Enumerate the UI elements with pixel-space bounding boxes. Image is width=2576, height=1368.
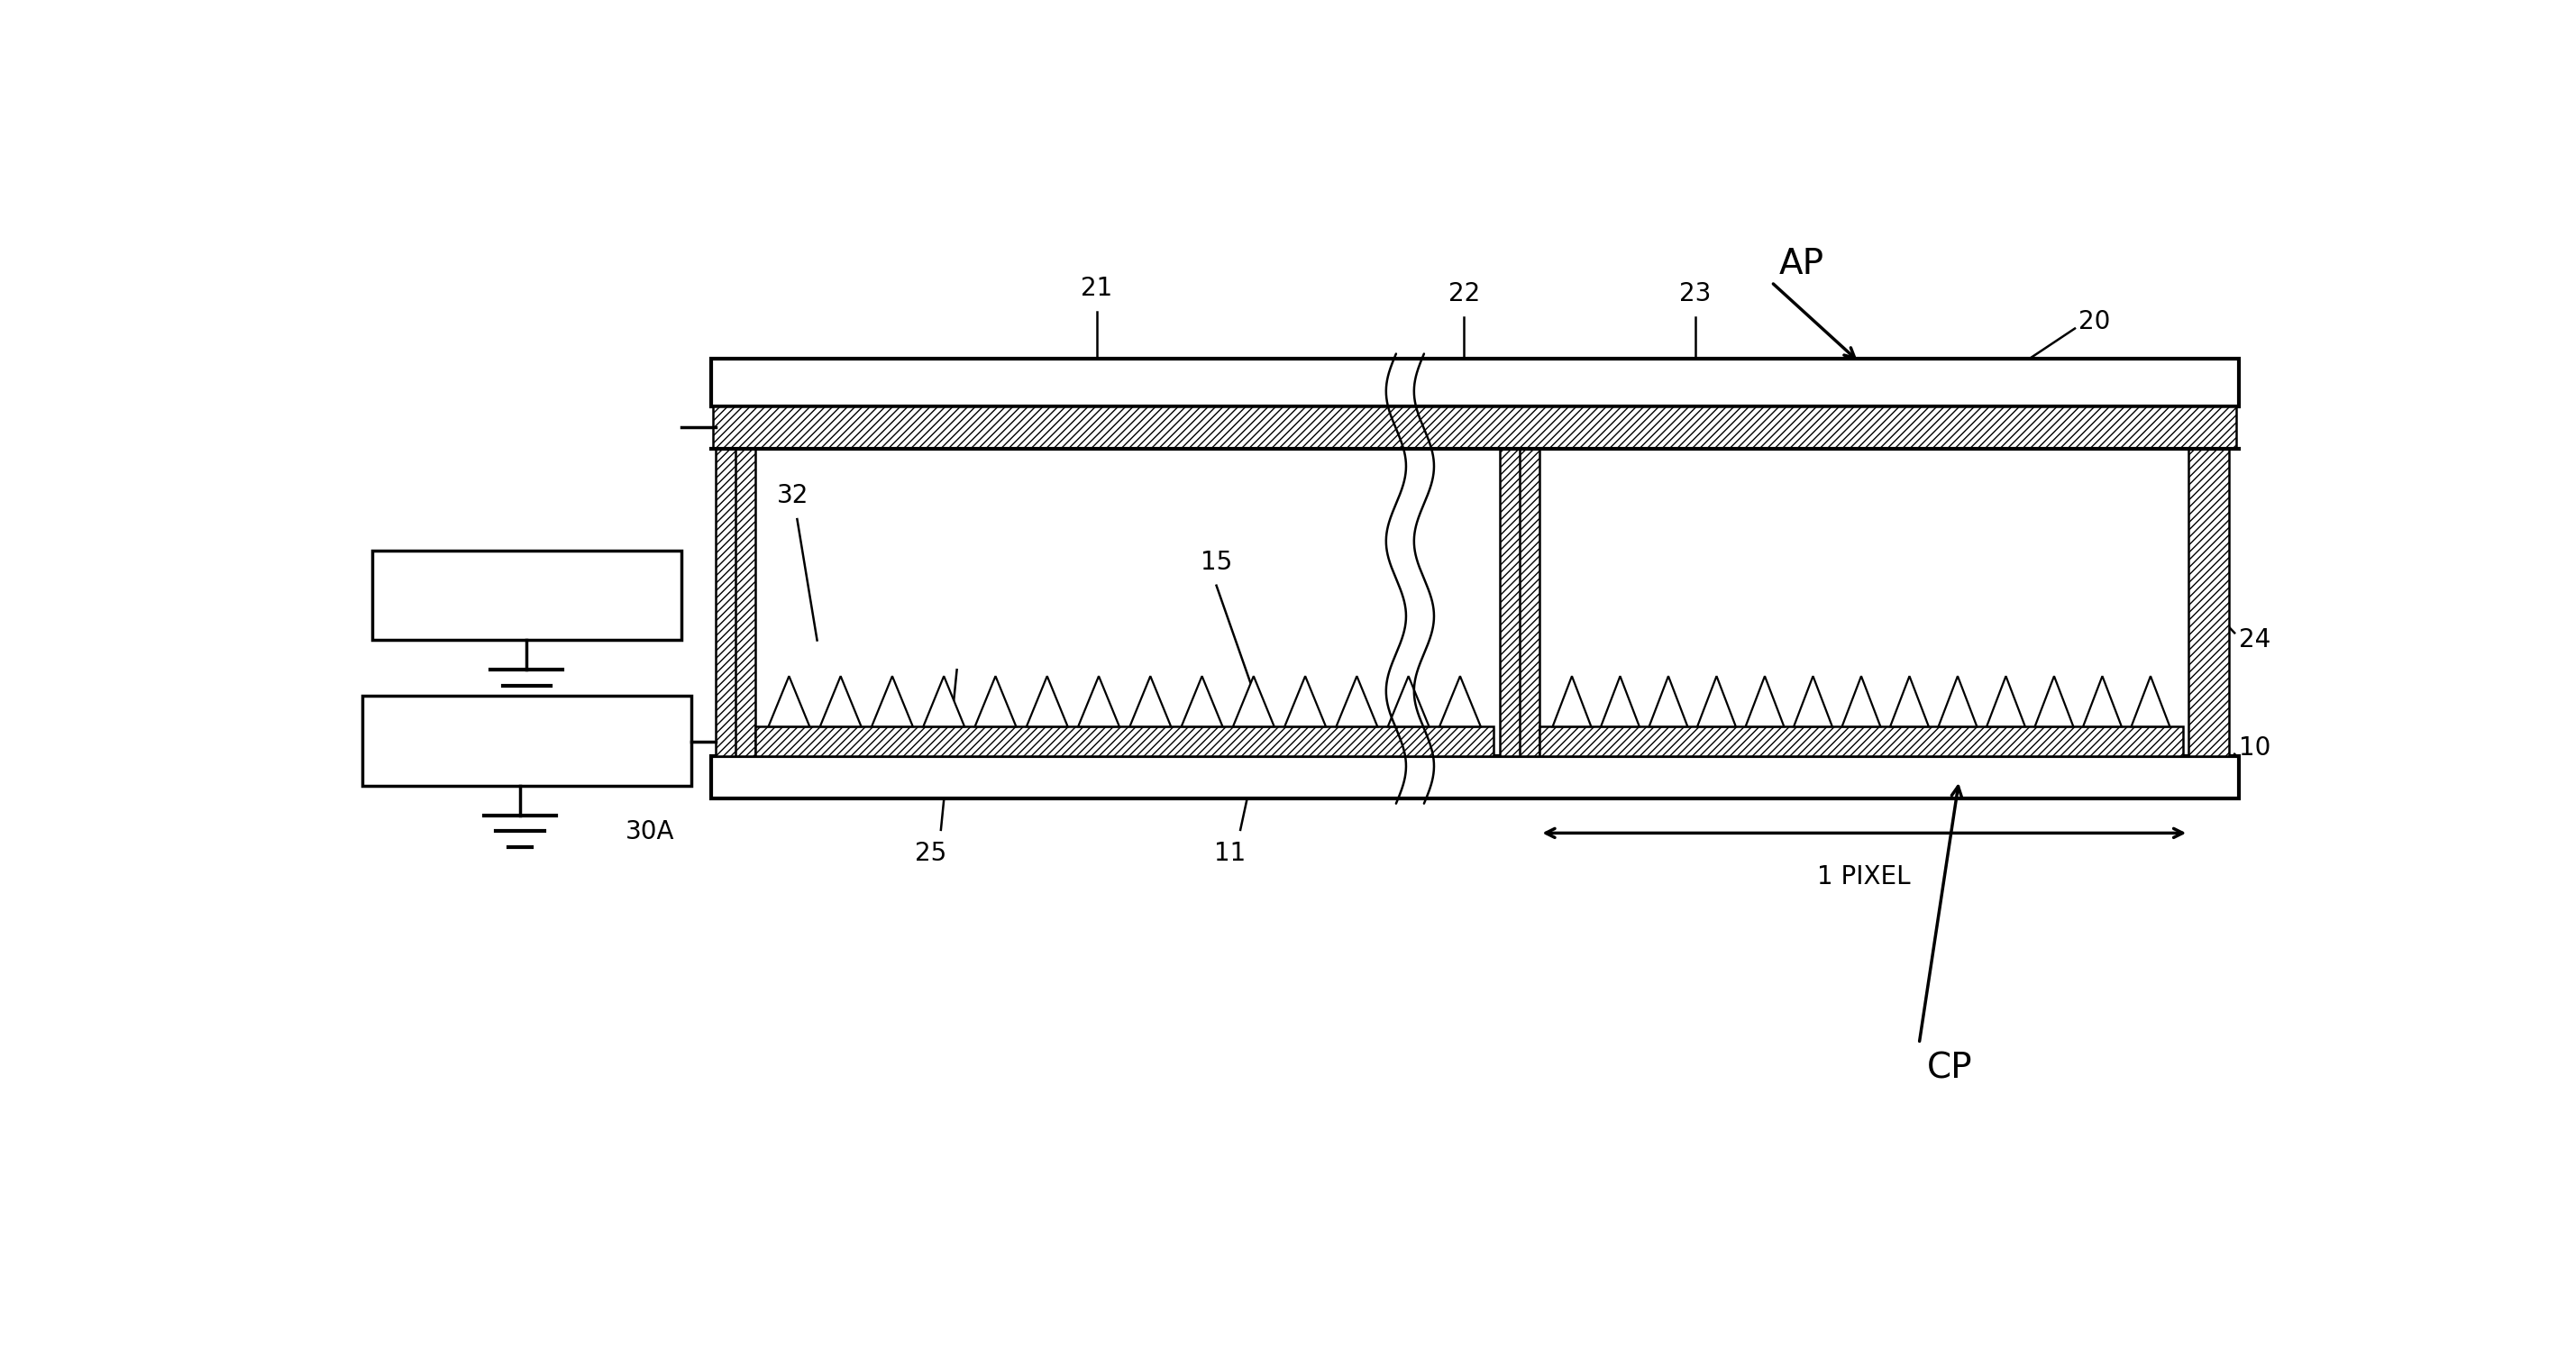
Text: 1 PIXEL: 1 PIXEL [1819,865,1911,889]
Text: 30A: 30A [626,819,675,844]
Polygon shape [2035,676,2074,726]
Text: 23: 23 [1680,282,1710,306]
Polygon shape [871,676,912,726]
Bar [1499,449,1540,757]
Polygon shape [1649,676,1687,726]
Polygon shape [1842,676,1880,726]
Polygon shape [1440,676,1481,726]
Polygon shape [1553,676,1592,726]
Text: 22: 22 [1448,282,1479,306]
Bar [1540,726,2182,757]
Polygon shape [2130,676,2169,726]
Polygon shape [922,676,963,726]
Polygon shape [2084,676,2123,726]
Bar [755,726,1494,757]
Polygon shape [1079,676,1121,726]
Bar [2190,449,2228,757]
Bar [711,757,2239,799]
Polygon shape [768,676,809,726]
Polygon shape [1182,676,1224,726]
Polygon shape [1793,676,1832,726]
Bar [371,551,680,640]
Text: 24: 24 [2239,628,2269,653]
Polygon shape [819,676,860,726]
Polygon shape [1747,676,1785,726]
Polygon shape [1131,676,1172,726]
Polygon shape [1698,676,1736,726]
Polygon shape [1337,676,1378,726]
Polygon shape [1891,676,1929,726]
Polygon shape [1234,676,1275,726]
Text: 32: 32 [778,483,809,509]
Text: CONTROL CIRCUIT: CONTROL CIRCUIT [433,603,621,624]
Polygon shape [1388,676,1430,726]
Polygon shape [1600,676,1638,726]
Text: 20: 20 [2079,309,2110,335]
Text: CP: CP [1927,1051,1973,1085]
Polygon shape [1986,676,2025,726]
Text: AP: AP [1780,248,1824,282]
Text: ANODE ELECTRODE: ANODE ELECTRODE [433,570,621,591]
Text: CATHODE ELECTRODE: CATHODE ELECTRODE [422,717,631,737]
Polygon shape [1285,676,1327,726]
Polygon shape [1025,676,1069,726]
Text: 25: 25 [914,840,948,866]
Bar [716,449,755,757]
Polygon shape [1937,676,1976,726]
Polygon shape [974,676,1015,726]
Bar [361,696,690,785]
Text: 15: 15 [1200,550,1231,575]
Text: CONTROL CIRCUIT: CONTROL CIRCUIT [433,748,621,769]
Bar [711,358,2239,406]
Text: 21: 21 [1082,276,1113,301]
Bar [714,406,2236,449]
Text: 11: 11 [1213,840,1247,866]
Text: 10: 10 [2239,735,2269,761]
